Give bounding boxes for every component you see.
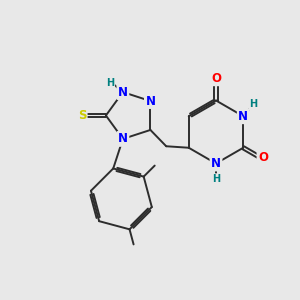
Text: N: N	[118, 85, 128, 99]
Text: H: H	[249, 100, 257, 110]
Text: H: H	[212, 174, 220, 184]
Text: N: N	[211, 157, 221, 170]
Text: S: S	[78, 109, 86, 122]
Text: N: N	[238, 110, 248, 123]
Text: N: N	[146, 94, 155, 107]
Text: N: N	[118, 132, 128, 146]
Text: H: H	[106, 77, 114, 88]
Text: O: O	[211, 72, 221, 85]
Text: O: O	[258, 151, 268, 164]
